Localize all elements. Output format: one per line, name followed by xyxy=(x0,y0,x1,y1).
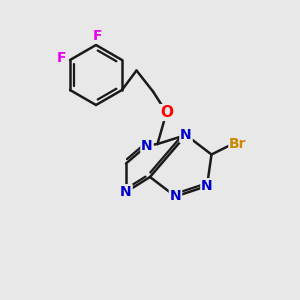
Text: Br: Br xyxy=(229,137,247,151)
Text: F: F xyxy=(93,29,102,43)
Text: N: N xyxy=(180,128,192,142)
Text: N: N xyxy=(120,185,132,199)
Text: F: F xyxy=(56,52,66,65)
Text: N: N xyxy=(201,179,213,193)
Text: O: O xyxy=(160,105,173,120)
Text: N: N xyxy=(170,190,181,203)
Text: N: N xyxy=(141,139,153,152)
